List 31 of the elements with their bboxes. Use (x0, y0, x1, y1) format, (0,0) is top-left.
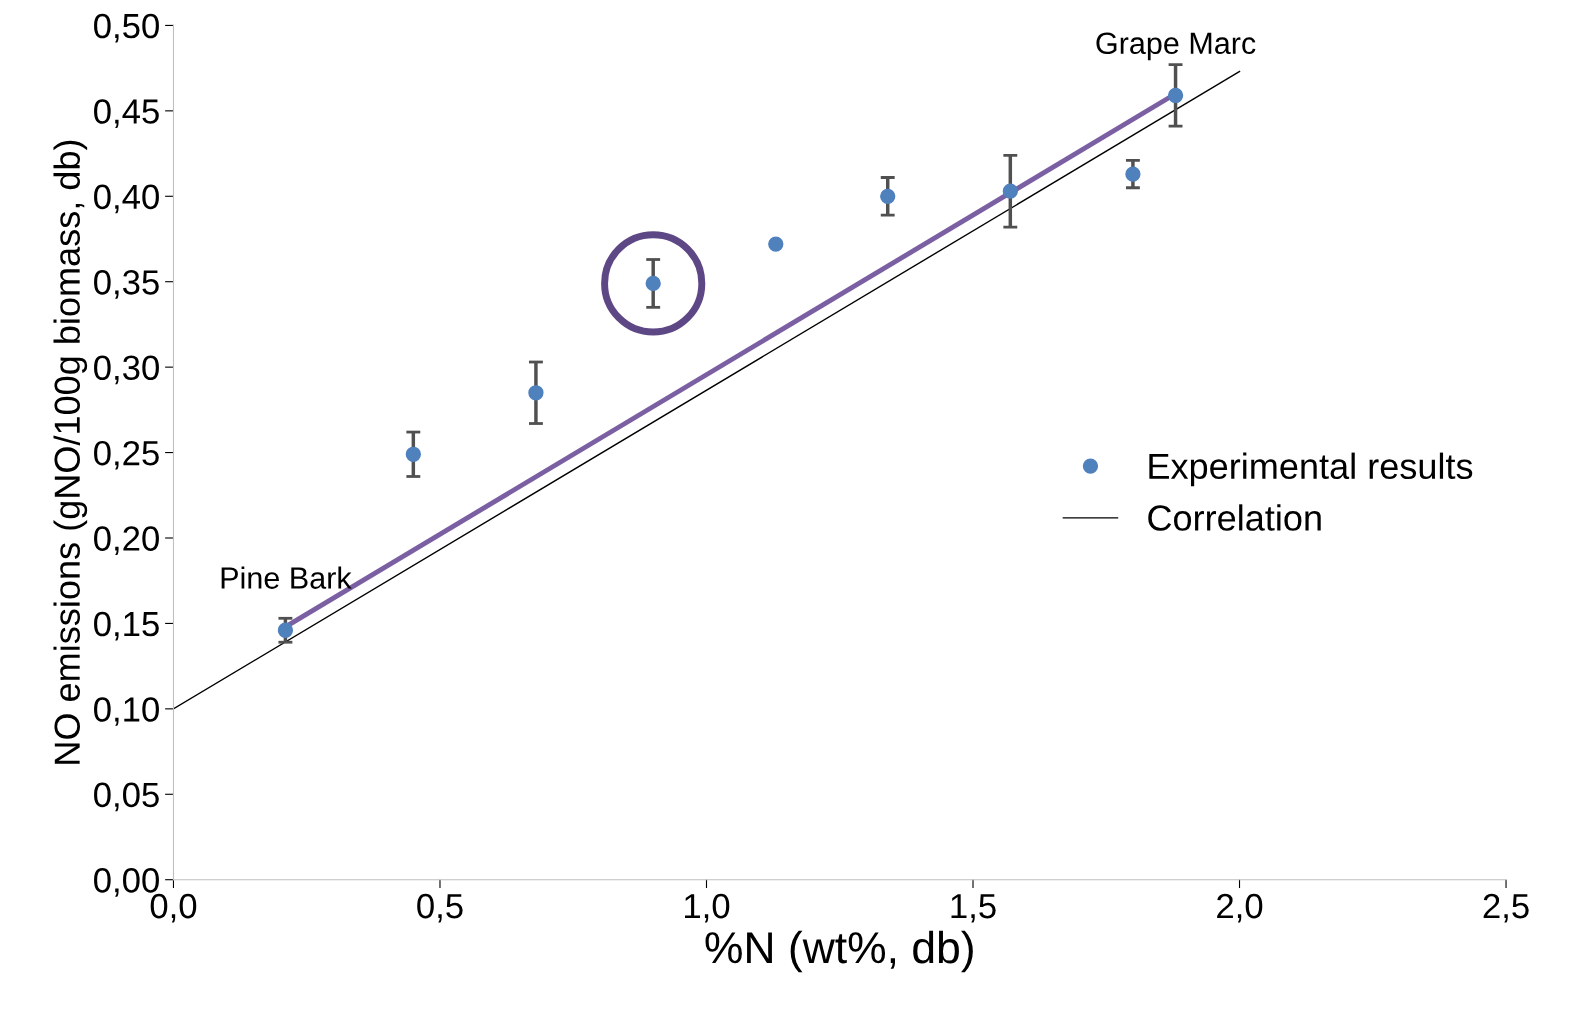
legend-label: Experimental results (1149, 452, 1473, 487)
point (645, 275, 661, 292)
point (1167, 87, 1184, 104)
x-tick-label: 2,5 (1483, 893, 1529, 923)
point (1125, 166, 1141, 182)
point (601, 231, 706, 336)
point (405, 446, 421, 462)
x-axis-title: %N (wt%, db) (705, 930, 973, 973)
x-tick-label: 2,0 (1217, 893, 1263, 923)
y-tick-label: 0,50 (94, 13, 159, 43)
y-tick-label: 0,40 (94, 184, 159, 214)
y-tick-label: 0,10 (94, 697, 159, 726)
y-tick-label: 0,20 (94, 526, 159, 556)
point (277, 622, 294, 638)
point (768, 236, 784, 252)
y-axis-title: NO emissions (gNO/100g biomass, db) (53, 140, 88, 764)
y-tick-label: 0,30 (94, 355, 159, 385)
annotation: Grape Marc (1096, 32, 1256, 61)
y-tick-label: 0,35 (94, 270, 159, 299)
y-tick-label: 0,25 (94, 440, 159, 470)
x-tick-label: 1,0 (685, 893, 730, 923)
point (1002, 183, 1018, 199)
legend-label: Correlation (1148, 504, 1321, 531)
y-tick-label: 0,15 (94, 611, 159, 641)
y-tick-label: 0,05 (94, 782, 159, 812)
x-tick-label: 1,5 (951, 894, 996, 923)
y-tick-label: 0,45 (94, 99, 159, 128)
point (528, 385, 544, 401)
x-tick-label: 0,5 (417, 893, 463, 923)
point (880, 188, 896, 204)
annotation: Pine Bark (221, 566, 352, 589)
